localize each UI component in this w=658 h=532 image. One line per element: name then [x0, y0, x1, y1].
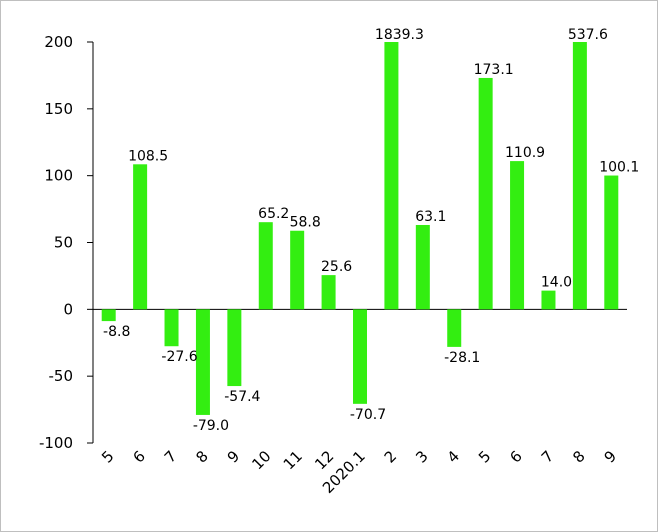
bar — [101, 309, 116, 322]
data-label: 173.1 — [474, 62, 514, 78]
bar — [510, 161, 525, 310]
data-label: 110.9 — [505, 145, 545, 161]
x-tick-label: 9 — [601, 447, 620, 466]
bar — [447, 309, 462, 347]
x-tick-label: 8 — [569, 447, 588, 466]
data-label: -70.7 — [350, 407, 386, 423]
y-tick-label: 50 — [54, 234, 73, 252]
x-tick-label: 11 — [280, 447, 306, 473]
x-tick-label: 2 — [381, 447, 400, 466]
bar — [415, 224, 430, 310]
x-tick-label: 9 — [224, 447, 243, 466]
bar — [290, 230, 305, 310]
bar — [478, 77, 493, 310]
data-label: 100.1 — [599, 160, 639, 176]
bar — [164, 309, 179, 347]
data-label: -8.8 — [103, 324, 130, 340]
bar — [572, 42, 587, 310]
bar — [541, 290, 556, 310]
data-label: -79.0 — [193, 418, 229, 434]
x-tick-label: 7 — [538, 447, 557, 466]
data-label: -27.6 — [161, 349, 197, 365]
y-tick-label: 200 — [44, 33, 73, 51]
data-label: 1839.3 — [375, 27, 424, 43]
bar — [227, 309, 242, 387]
bar — [604, 175, 619, 310]
x-tick-label: 6 — [506, 447, 525, 466]
data-label: 108.5 — [128, 148, 168, 164]
x-tick-label: 6 — [129, 447, 148, 466]
x-tick-label: 5 — [475, 447, 494, 466]
data-label: 65.2 — [258, 206, 289, 222]
data-label: 63.1 — [415, 209, 446, 225]
bar — [384, 42, 399, 310]
bar — [133, 164, 148, 310]
x-tick-label: 7 — [161, 447, 180, 466]
y-tick-label: 100 — [44, 167, 73, 185]
y-tick-label: -50 — [49, 367, 74, 385]
data-label: 58.8 — [290, 215, 321, 231]
x-tick-label: 10 — [248, 447, 274, 473]
data-labels: -8.8 108.5 -27.6 -79.0 -57.4 65.258.8 25.6 -70.… — [103, 27, 639, 434]
data-label: 14.0 — [541, 275, 572, 291]
bars — [101, 42, 619, 415]
bar — [353, 309, 367, 404]
x-tick-label: 8 — [192, 447, 211, 466]
bar — [195, 309, 210, 415]
x-tick-label: 4 — [444, 447, 463, 466]
x-tick-label: 3 — [412, 447, 431, 466]
bar — [258, 222, 273, 310]
bar — [321, 275, 336, 310]
data-label: 25.6 — [321, 259, 352, 275]
y-tick-label: -100 — [39, 434, 73, 452]
data-label: -28.1 — [444, 350, 480, 366]
y-tick-label: 0 — [63, 300, 73, 318]
data-label: 537.6 — [568, 27, 608, 43]
x-tick-label: 5 — [98, 447, 117, 466]
y-tick-label: 150 — [44, 100, 73, 118]
data-label: -57.4 — [224, 389, 260, 405]
